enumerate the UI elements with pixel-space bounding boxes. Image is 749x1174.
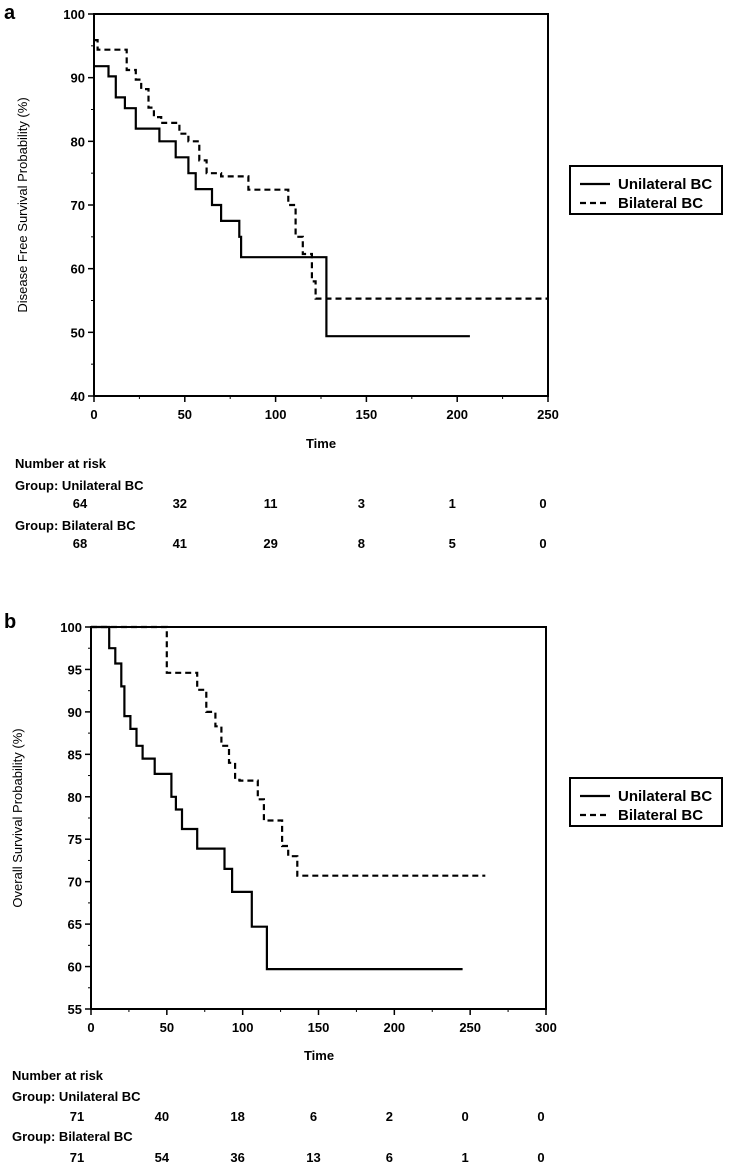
panel-b-risk-count: 13 bbox=[306, 1150, 320, 1165]
panel-b-x-tick-label: 200 bbox=[383, 1020, 405, 1035]
panel-b-x-axis-title: Time bbox=[304, 1048, 334, 1063]
panel-b-risk-count: 6 bbox=[310, 1109, 317, 1124]
panel-b-legend: Unilateral BC Bilateral BC bbox=[569, 777, 723, 827]
panel-b-risk-count: 54 bbox=[155, 1150, 170, 1165]
panel-a-risk-count: 29 bbox=[263, 536, 277, 551]
panel-a-risk-row-bilateral: 68 41 29 8 5 0 bbox=[73, 536, 547, 551]
panel-a-risk-count: 41 bbox=[173, 536, 187, 551]
panel-b-risk-count: 71 bbox=[70, 1150, 84, 1165]
panel-a-x-tick-label: 0 bbox=[90, 407, 97, 422]
panel-b-risk-table: Number at risk Group: Unilateral BC 71 40… bbox=[12, 1068, 545, 1165]
panel-a-risk-count: 11 bbox=[264, 496, 278, 511]
panel-a-risk-group-label-bilateral: Group: Bilateral BC bbox=[15, 518, 136, 533]
panel-a-risk-group-label-unilateral: Group: Unilateral BC bbox=[15, 478, 144, 493]
panel-a-y-tick-label: 90 bbox=[71, 71, 85, 86]
panel-a-risk-count: 68 bbox=[73, 536, 87, 551]
panel-a-y-tick-label: 60 bbox=[71, 262, 85, 277]
panel-b-risk-count: 40 bbox=[155, 1109, 169, 1124]
panel-a-y-tick-label: 50 bbox=[71, 325, 85, 340]
panel-a-risk-table: Number at risk Group: Unilateral BC 64 32… bbox=[15, 456, 547, 551]
panel-a-legend-label-unilateral: Unilateral BC bbox=[618, 176, 712, 193]
panel-a-x-tick-label: 50 bbox=[178, 407, 192, 422]
panel-b-x-tick-label: 250 bbox=[459, 1020, 481, 1035]
panel-a-x-tick-label: 100 bbox=[265, 407, 287, 422]
panel-b-risk-row-unilateral: 71 40 18 6 2 0 0 bbox=[70, 1109, 545, 1124]
panel-b-legend-label-bilateral: Bilateral BC bbox=[618, 807, 703, 824]
panel-a-y-tick-label: 100 bbox=[63, 7, 85, 22]
panel-a-risk-count: 1 bbox=[449, 496, 456, 511]
panel-a-x-tick-label: 150 bbox=[356, 407, 378, 422]
panel-b-ticks: 55 60 65 70 75 80 85 90 95 100 0 50 100 150 200 250 300 bbox=[60, 620, 557, 1035]
panel-b-y-tick-label: 60 bbox=[68, 960, 82, 975]
panel-b-x-tick-label: 0 bbox=[87, 1020, 94, 1035]
panel-a-y-tick-label: 40 bbox=[71, 389, 85, 404]
panel-b-risk-count: 0 bbox=[462, 1109, 469, 1124]
panel-b-risk-count: 6 bbox=[386, 1150, 393, 1165]
panel-b-y-tick-label: 90 bbox=[68, 705, 82, 720]
panel-b-x-tick-label: 50 bbox=[160, 1020, 174, 1035]
panel-a-y-tick-label: 80 bbox=[71, 134, 85, 149]
panel-a-risk-row-unilateral: 64 32 11 3 1 0 bbox=[73, 496, 547, 511]
panel-a-series-layer bbox=[94, 39, 548, 338]
panel-a-x-tick-label: 250 bbox=[537, 407, 559, 422]
panel-b-risk-count: 0 bbox=[537, 1150, 544, 1165]
panel-a-ticks: 40 50 60 70 80 90 100 0 50 100 150 200 250 bbox=[63, 7, 559, 422]
panel-b-y-tick-label: 80 bbox=[68, 790, 82, 805]
panel-b-x-tick-label: 300 bbox=[535, 1020, 557, 1035]
panel-b-plot-frame bbox=[90, 626, 547, 1010]
panel-b-risk-count: 71 bbox=[70, 1109, 84, 1124]
panel-a-risk-count: 0 bbox=[539, 496, 546, 511]
panel-b-risk-count: 36 bbox=[230, 1150, 244, 1165]
panel-a-legend-label-bilateral: Bilateral BC bbox=[618, 195, 703, 212]
panel-label-a: a bbox=[4, 2, 16, 24]
panel-b-risk-heading: Number at risk bbox=[12, 1068, 104, 1083]
panel-b-legend-label-unilateral: Unilateral BC bbox=[618, 788, 712, 805]
panel-b-y-tick-label: 100 bbox=[60, 620, 82, 635]
panel-a-risk-heading: Number at risk bbox=[15, 456, 107, 471]
panel-b-y-tick-label: 55 bbox=[68, 1002, 82, 1017]
panel-b-risk-row-bilateral: 71 54 36 13 6 1 0 bbox=[70, 1150, 545, 1165]
panel-a-y-tick-label: 70 bbox=[71, 198, 85, 213]
panel-a-series-unilateral-bc bbox=[94, 65, 470, 338]
panel-a-y-axis-title: Disease Free Survival Probability (%) bbox=[15, 97, 30, 312]
panel-b-y-axis-title: Overall Survival Probability (%) bbox=[10, 728, 25, 907]
panel-b-risk-count: 1 bbox=[462, 1150, 469, 1165]
panel-b-series-bilateral-bc bbox=[91, 625, 486, 877]
panel-label-b: b bbox=[4, 611, 16, 633]
panel-b-x-tick-label: 150 bbox=[308, 1020, 330, 1035]
panel-b-risk-count: 0 bbox=[537, 1109, 544, 1124]
panel-a-legend-box bbox=[569, 165, 723, 215]
panel-a-plot-frame bbox=[93, 13, 549, 397]
panel-a-series-bilateral-bc bbox=[94, 39, 548, 300]
panel-a-risk-count: 32 bbox=[173, 496, 187, 511]
panel-b-y-tick-label: 95 bbox=[68, 662, 82, 677]
panel-b-y-tick-label: 65 bbox=[68, 917, 82, 932]
panel-b-risk-group-label-unilateral: Group: Unilateral BC bbox=[12, 1089, 141, 1104]
panel-b-y-tick-label: 85 bbox=[68, 747, 82, 762]
panel-b-legend-box bbox=[569, 777, 723, 827]
panel-a-risk-count: 5 bbox=[449, 536, 456, 551]
panel-a-risk-count: 64 bbox=[73, 496, 88, 511]
panel-b-series-unilateral-bc bbox=[91, 625, 463, 971]
panel-b-series-layer bbox=[91, 625, 486, 971]
panel-b-y-tick-label: 70 bbox=[68, 875, 82, 890]
panel-a-x-tick-label: 200 bbox=[446, 407, 468, 422]
panel-a-legend: Unilateral BC Bilateral BC bbox=[569, 165, 723, 215]
panel-a-risk-count: 0 bbox=[539, 536, 546, 551]
panel-a-risk-count: 8 bbox=[358, 536, 365, 551]
panel-b-risk-group-label-bilateral: Group: Bilateral BC bbox=[12, 1129, 133, 1144]
panel-b-risk-count: 18 bbox=[230, 1109, 244, 1124]
panel-b-risk-count: 2 bbox=[386, 1109, 393, 1124]
panel-b-x-tick-label: 100 bbox=[232, 1020, 254, 1035]
panel-a-risk-count: 3 bbox=[358, 496, 365, 511]
panel-a-x-axis-title: Time bbox=[306, 436, 336, 451]
panel-b-y-tick-label: 75 bbox=[68, 832, 82, 847]
